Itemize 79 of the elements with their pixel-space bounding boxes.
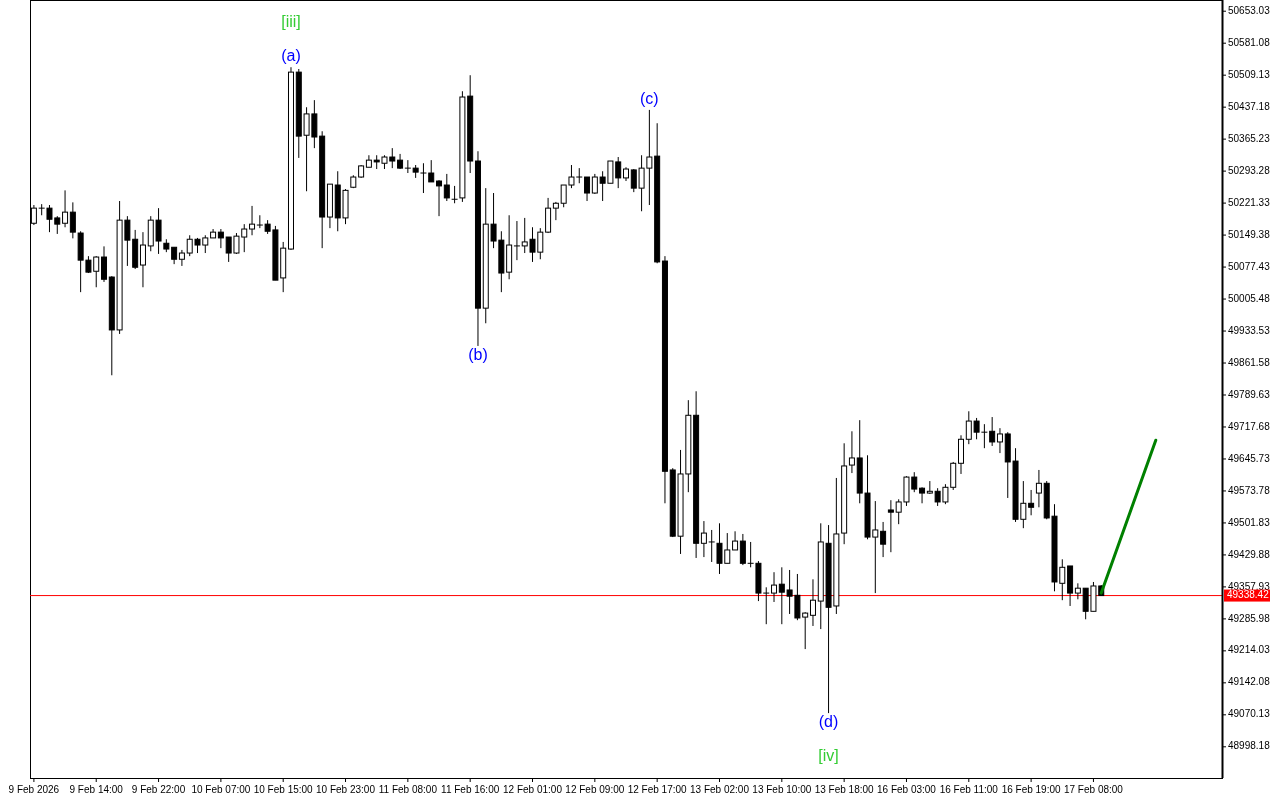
x-tick-label: 12 Feb 01:00 [503,783,563,795]
y-tick-label: 49070.13 [1228,708,1271,720]
candlestick [62,189,69,228]
annotation: [iii] [281,13,301,31]
candlestick [848,430,855,474]
x-tick-label: 16 Feb 11:00 [939,783,999,795]
y-tick-label: 50077.43 [1228,260,1271,272]
y-tick-label: 49429.88 [1228,548,1271,560]
x-tick-label: 12 Feb 09:00 [565,783,625,795]
y-tick-label: 49645.73 [1228,452,1271,464]
y-tick-label: 49573.78 [1228,484,1271,496]
y-tick-label: 50365.23 [1228,132,1271,144]
annotation: (a) [281,47,301,65]
y-tick-label: 49861.58 [1228,356,1271,368]
candlestick [584,176,591,202]
candlestick [217,228,224,249]
candlestick [958,434,965,475]
candlestick [732,530,739,551]
y-tick-label: 50293.28 [1228,164,1271,176]
candlestick [919,486,926,504]
annotation: (d) [818,713,839,731]
x-tick-label: 10 Feb 23:00 [316,783,376,795]
x-tick-label: 17 Feb 08:00 [1063,783,1124,795]
y-tick-label: 49501.83 [1228,516,1271,528]
candlestick [771,571,778,603]
annotation: [iv] [818,747,839,765]
y-tick-label: 50221.33 [1228,196,1271,208]
y-tick-label: 49285.98 [1228,612,1271,624]
candlestick [989,416,996,447]
y-tick-label: 49789.63 [1228,388,1271,400]
candlestick [139,231,146,288]
x-tick-label: 9 Feb 14:00 [69,783,124,795]
candlestick [249,205,256,236]
x-tick-label: 16 Feb 03:00 [877,783,937,795]
y-tick-label: 49142.08 [1228,676,1271,688]
candlestick [178,249,185,267]
candlestick [739,533,746,566]
candlestick [513,220,521,261]
candlestick [101,245,108,283]
x-tick-label: 11 Feb 16:00 [441,783,500,795]
candlestick [809,578,816,627]
x-tick-label: 10 Feb 15:00 [253,783,314,795]
x-tick-label: 13 Feb 18:00 [814,783,875,795]
y-tick-label: 50581.08 [1228,36,1271,48]
candlestick [880,521,887,558]
y-tick-label: 50149.38 [1228,228,1271,240]
y-tick-label: 49357.93 [1228,580,1271,592]
candlestick [996,427,1003,454]
candlestick [700,520,707,558]
x-tick-label: 16 Feb 19:00 [1001,783,1062,795]
y-tick-label: 50509.13 [1228,68,1271,80]
x-tick-label: 10 Feb 07:00 [191,783,251,795]
y-tick-label: 50437.18 [1228,100,1271,112]
x-tick-label: 13 Feb 10:00 [752,783,812,795]
candlestick [1074,582,1081,600]
x-tick-label: 9 Feb 2026 [8,783,60,795]
y-tick-label: 50653.03 [1228,4,1271,16]
x-tick-label: 11 Feb 08:00 [378,783,438,795]
candlestick [545,197,552,234]
candlestick [1035,469,1042,508]
candlestick [443,173,450,202]
x-tick-label: 13 Feb 02:00 [690,783,750,795]
annotation: (c) [640,90,659,108]
y-tick-label: 50005.48 [1228,292,1271,304]
candlestick [436,179,443,217]
candlestick [1028,489,1035,516]
candlestick [428,159,435,183]
y-tick-label: 49214.03 [1228,644,1271,656]
candlestick [451,185,459,204]
candlestick [887,499,894,553]
x-tick-label: 12 Feb 17:00 [627,783,688,795]
candlestick [552,201,559,221]
annotation: (b) [468,346,488,364]
candlestick [708,529,716,563]
x-tick-label: 9 Feb 22:00 [131,783,186,795]
ref-line-label: 49338.42 [1227,589,1270,601]
y-tick-label: 48998.18 [1228,740,1271,752]
y-tick-label: 49933.53 [1228,324,1271,336]
y-tick-label: 49717.68 [1228,420,1271,432]
